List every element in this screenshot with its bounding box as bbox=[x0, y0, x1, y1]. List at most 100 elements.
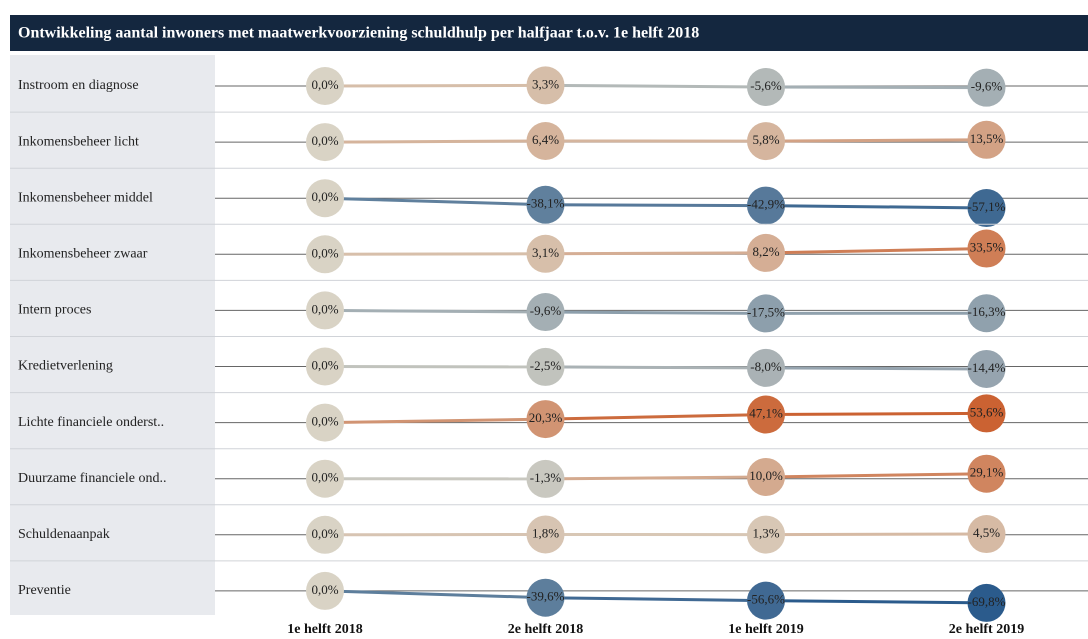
dot bbox=[526, 66, 565, 105]
segment bbox=[324, 83, 546, 88]
segment bbox=[545, 365, 767, 370]
segment bbox=[765, 472, 987, 479]
row-label: Kredietverlening bbox=[18, 359, 113, 374]
dot bbox=[967, 515, 1006, 554]
dot bbox=[526, 185, 565, 224]
dot bbox=[747, 67, 785, 106]
value-label: -42,9% bbox=[747, 197, 785, 212]
value-label: 29,1% bbox=[970, 465, 1004, 480]
dot bbox=[526, 578, 565, 617]
value-label: 0,0% bbox=[311, 357, 338, 372]
value-label: -9,6% bbox=[971, 79, 1003, 94]
dot bbox=[306, 123, 344, 162]
value-label: -38,1% bbox=[527, 196, 565, 211]
segment bbox=[545, 83, 767, 89]
row-label: Intern proces bbox=[18, 303, 91, 318]
dot bbox=[747, 122, 785, 161]
value-label: 10,0% bbox=[749, 468, 783, 483]
dot bbox=[967, 120, 1006, 159]
value-label: 0,0% bbox=[311, 189, 338, 204]
segment bbox=[765, 138, 987, 143]
value-label: 0,0% bbox=[311, 414, 338, 429]
title-bar bbox=[10, 15, 1088, 51]
x-tick-label: 2e helft 2019 bbox=[949, 622, 1024, 637]
segment bbox=[545, 596, 767, 603]
dot bbox=[967, 68, 1006, 107]
segment bbox=[324, 139, 546, 144]
row-label: Inkomensbeheer zwaar bbox=[18, 247, 148, 262]
dot bbox=[306, 291, 344, 330]
value-label: 53,6% bbox=[970, 404, 1004, 419]
dot bbox=[747, 233, 785, 272]
dot bbox=[967, 189, 1006, 228]
value-label: 20,3% bbox=[529, 410, 563, 425]
segment bbox=[545, 413, 767, 421]
value-label: 5,8% bbox=[752, 132, 779, 147]
value-label: -1,3% bbox=[530, 470, 562, 485]
dot bbox=[967, 229, 1006, 268]
row-label: Inkomensbeheer licht bbox=[18, 134, 139, 149]
value-label: 0,0% bbox=[311, 470, 338, 485]
value-label: 8,2% bbox=[752, 244, 779, 259]
value-label: -57,1% bbox=[968, 199, 1006, 214]
dot bbox=[526, 234, 565, 273]
segment bbox=[765, 247, 987, 255]
value-label: 0,0% bbox=[311, 582, 338, 597]
dot bbox=[306, 459, 344, 498]
value-label: 3,3% bbox=[532, 76, 559, 91]
value-label: -69,8% bbox=[968, 594, 1006, 609]
value-label: 0,0% bbox=[311, 133, 338, 148]
value-label: 13,5% bbox=[970, 131, 1004, 146]
segment bbox=[545, 251, 767, 256]
value-label: 0,0% bbox=[311, 301, 338, 316]
value-label: -5,6% bbox=[750, 78, 782, 93]
dot bbox=[306, 347, 344, 386]
value-label: 4,5% bbox=[973, 525, 1000, 540]
segment bbox=[324, 308, 546, 314]
segment bbox=[545, 203, 767, 208]
dot bbox=[526, 400, 565, 439]
x-tick-label: 1e helft 2018 bbox=[287, 622, 362, 637]
segment bbox=[765, 204, 987, 210]
segment bbox=[324, 252, 546, 256]
dot bbox=[526, 293, 565, 332]
dot bbox=[967, 394, 1006, 433]
dot bbox=[747, 186, 785, 225]
dot bbox=[747, 515, 785, 554]
chart-title: Ontwikkeling aantal inwoners met maatwer… bbox=[18, 25, 699, 42]
dot bbox=[747, 395, 785, 434]
value-label: -14,4% bbox=[968, 360, 1006, 375]
value-label: 33,5% bbox=[970, 240, 1004, 255]
segment bbox=[765, 366, 987, 371]
dot bbox=[747, 348, 785, 387]
segment bbox=[545, 475, 767, 481]
row-label: Preventie bbox=[18, 583, 71, 598]
segment bbox=[324, 417, 546, 425]
segment bbox=[765, 599, 987, 605]
dot bbox=[306, 571, 344, 610]
value-label: -9,6% bbox=[530, 303, 562, 318]
value-label: 0,0% bbox=[311, 526, 338, 541]
row-label: Lichte financiele onderst.. bbox=[18, 415, 164, 430]
segment bbox=[765, 85, 987, 90]
dot bbox=[967, 349, 1006, 388]
x-tick-label: 1e helft 2019 bbox=[728, 622, 803, 637]
dot bbox=[526, 515, 565, 554]
segment bbox=[324, 196, 546, 207]
row-label: Duurzame financiele ond.. bbox=[18, 471, 167, 486]
dot bbox=[526, 121, 565, 160]
label-column bbox=[10, 55, 215, 615]
segment bbox=[765, 532, 987, 537]
value-label: -16,3% bbox=[968, 304, 1006, 319]
value-label: 0,0% bbox=[311, 77, 338, 92]
value-label: 47,1% bbox=[749, 405, 783, 420]
row-label: Inkomensbeheer middel bbox=[18, 190, 153, 205]
dot bbox=[967, 583, 1006, 622]
dot bbox=[967, 454, 1006, 493]
dot bbox=[747, 457, 785, 496]
dot bbox=[306, 403, 344, 442]
row-label: Instroom en diagnose bbox=[18, 78, 139, 93]
value-label: 0,0% bbox=[311, 245, 338, 260]
x-tick-label: 2e helft 2018 bbox=[508, 622, 583, 637]
dot bbox=[747, 294, 785, 333]
